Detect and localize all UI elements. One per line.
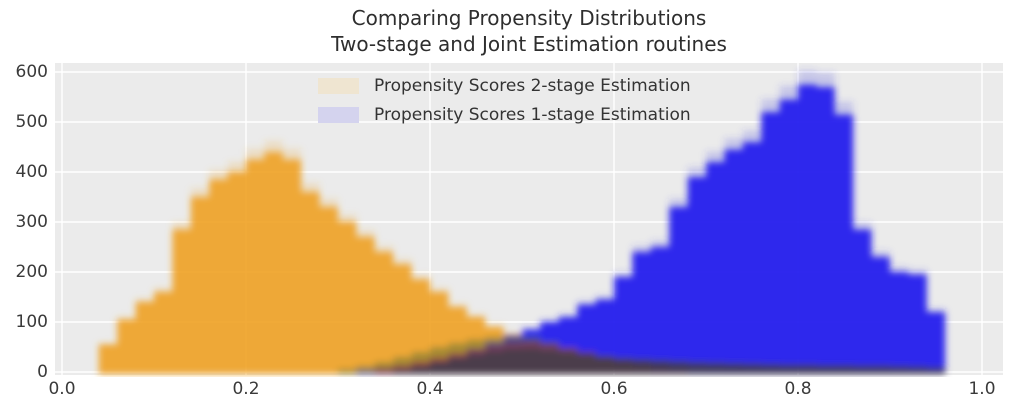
y-tick-label: 200 [15,262,48,282]
y-tick-label: 0 [37,362,48,382]
histogram-2stage [98,152,946,374]
x-tick-label: 1.0 [968,379,996,399]
x-tick-label: 0.6 [600,379,628,399]
legend-row-2stage: Propensity Scores 2-stage Estimation [318,76,691,96]
histogram-layers [98,70,946,374]
legend-row-1stage: Propensity Scores 1-stage Estimation [318,105,691,125]
chart-title-line1: Comparing Propensity Distributions [351,6,707,30]
legend-label-2stage: Propensity Scores 2-stage Estimation [374,76,691,96]
legend-label-1stage: Propensity Scores 1-stage Estimation [374,105,691,125]
legend-swatch-1stage [318,107,359,123]
y-tick-label: 300 [15,212,48,232]
overlap-dark-band [393,348,946,374]
legend: Propensity Scores 2-stage Estimation Pro… [318,76,691,136]
y-tick-label: 100 [15,312,48,332]
chart-title-line2: Two-stage and Joint Estimation routines [331,32,727,56]
chart-title: Comparing Propensity Distributions Two-s… [55,5,1003,57]
x-tick-label: 0.4 [416,379,444,399]
x-tick-label: 0.8 [784,379,812,399]
histogram-1stage [356,84,946,374]
x-tick-label: 0.2 [232,379,260,399]
y-tick-label: 500 [15,112,48,132]
legend-swatch-2stage [318,78,359,94]
y-tick-label: 600 [15,62,48,82]
y-tick-label: 400 [15,162,48,182]
x-tick-label: 0.0 [48,379,76,399]
